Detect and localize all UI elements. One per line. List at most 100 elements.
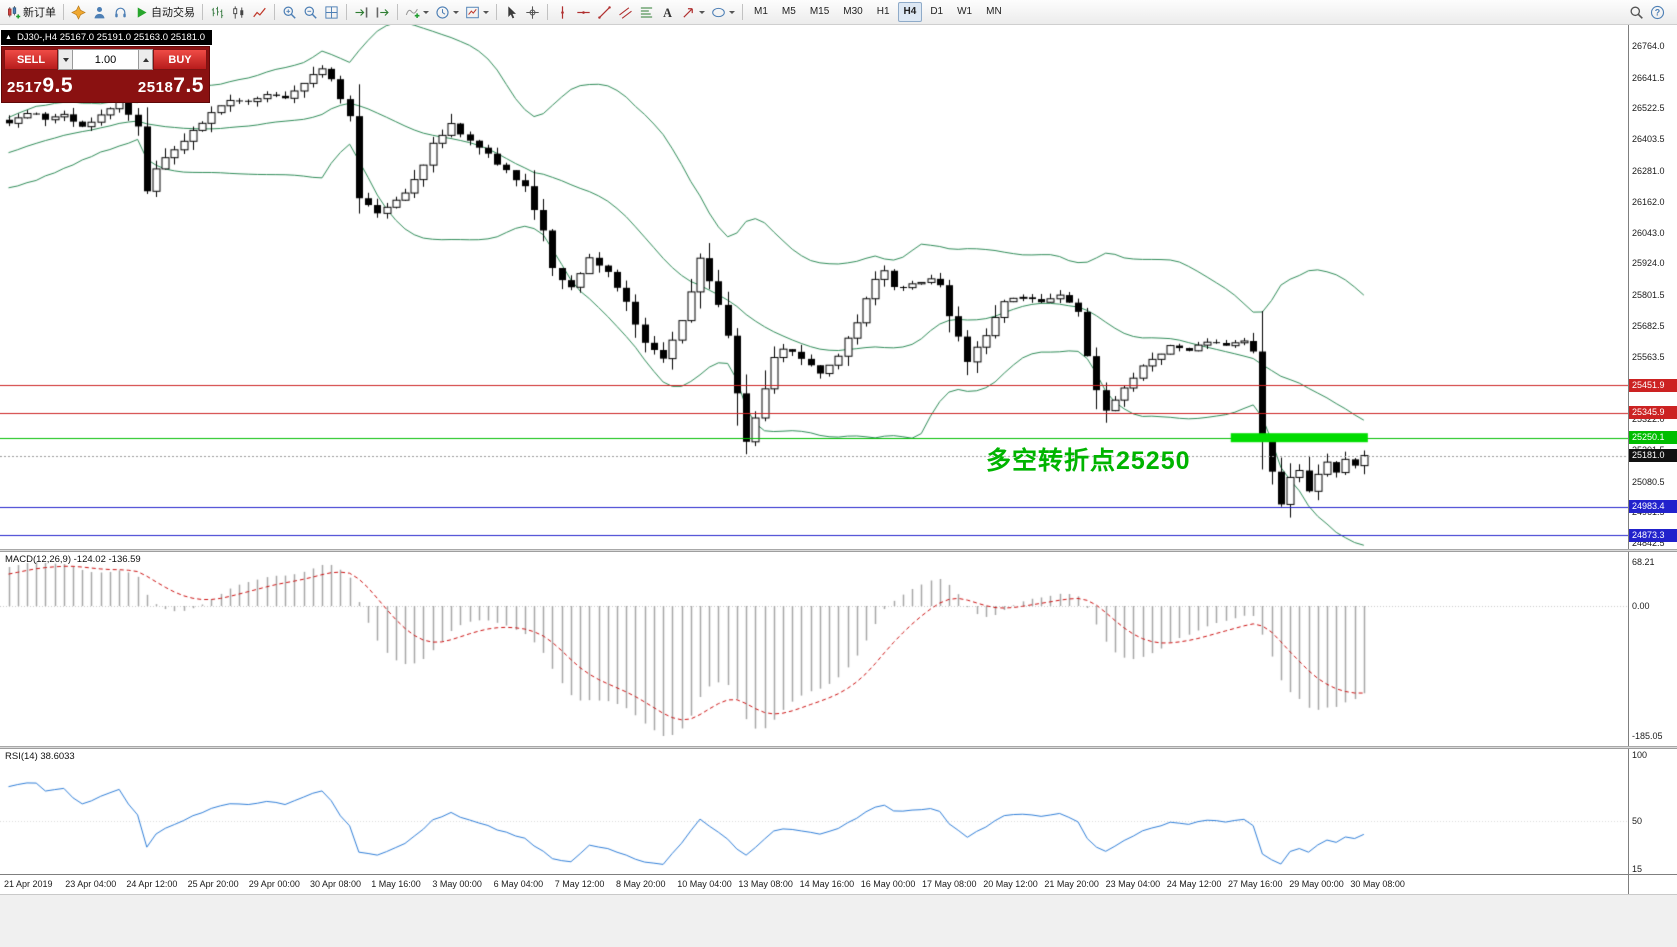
toolbar-separator [346, 4, 347, 20]
volume-increase-button[interactable] [138, 49, 153, 70]
zoom-out-icon [303, 5, 318, 20]
price-tick: 26162.0 [1632, 196, 1665, 207]
triangle-down-icon [62, 57, 69, 62]
time-label: 29 May 00:00 [1289, 879, 1344, 889]
time-label: 1 May 16:00 [371, 879, 421, 889]
line-chart-button[interactable] [249, 2, 270, 23]
indicator-plus-icon [405, 5, 420, 20]
crosshair-button[interactable] [522, 2, 543, 23]
candlestick-chart-button[interactable] [228, 2, 249, 23]
period-button[interactable] [432, 2, 462, 23]
toolbar-right-group: ? [1626, 2, 1674, 23]
pivot-line-label: 25250.1 [1629, 431, 1677, 445]
timeframe-m1[interactable]: M1 [748, 2, 774, 22]
template-button[interactable] [462, 2, 492, 23]
bar-chart-icon [210, 5, 225, 20]
cursor-icon [504, 5, 519, 20]
time-label: 20 May 12:00 [983, 879, 1038, 889]
clock-icon [435, 5, 450, 20]
auto-scroll-button[interactable] [351, 2, 372, 23]
volume-input[interactable] [73, 49, 138, 70]
rsi-tick: 50 [1632, 815, 1643, 826]
main-toolbar: 新订单 自动交易 A M1 M5 M15 M30 H1 H4 D1 W1 MN? [0, 0, 1677, 25]
text-label-button[interactable]: A [657, 2, 678, 23]
arrows-icon [681, 5, 696, 20]
auto-trading-button-label: 自动交易 [151, 7, 195, 19]
tile-windows-button[interactable] [321, 2, 342, 23]
chevron-down-icon [699, 10, 705, 14]
fibonacci-button[interactable] [636, 2, 657, 23]
time-axis[interactable]: 21 Apr 2019 23 Apr 04:00 24 Apr 12:00 25 Ap… [0, 874, 1628, 894]
timeframe-d1[interactable]: D1 [924, 2, 949, 22]
timeframe-h4[interactable]: H4 [897, 2, 923, 22]
buy-button[interactable]: BUY [153, 49, 207, 70]
mql5-community-button[interactable] [68, 2, 89, 23]
time-label: 6 May 04:00 [493, 879, 544, 889]
candlestick-chart[interactable] [0, 25, 1628, 549]
price-chart-panel: 26764.0 26641.5 26522.5 26403.5 26281.0 26162… [0, 25, 1677, 549]
equidistant-channel-button[interactable] [615, 2, 636, 23]
chart-shift-button[interactable] [372, 2, 393, 23]
support-button[interactable] [110, 2, 131, 23]
vertical-line-button[interactable] [552, 2, 573, 23]
timeframe-m5[interactable]: M5 [776, 2, 802, 22]
chevron-down-icon [423, 10, 429, 14]
price-tick: 26764.0 [1632, 40, 1665, 51]
symbol-ohlc-text: DJ30-,H4 25167.0 25191.0 25163.0 25181.0 [16, 32, 205, 43]
price-axis[interactable]: 26764.0 26641.5 26522.5 26403.5 26281.0 26162… [1628, 25, 1677, 549]
horizontal-line-icon [576, 5, 591, 20]
timeframe-m15[interactable]: M15 [804, 2, 835, 22]
indicators-button[interactable] [402, 2, 432, 23]
shapes-button[interactable] [708, 2, 738, 23]
arrow-objects-button[interactable] [678, 2, 708, 23]
zoom-out-button[interactable] [300, 2, 321, 23]
horizontal-line-button[interactable] [573, 2, 594, 23]
timeframe-m30[interactable]: M30 [837, 2, 868, 22]
account-button[interactable] [89, 2, 110, 23]
timeframe-h1[interactable]: H1 [871, 2, 896, 22]
resistance-line-2-label: 25345.9 [1629, 406, 1677, 420]
price-tick: 26641.5 [1632, 72, 1665, 83]
grid-icon [324, 5, 339, 20]
rsi-label: RSI(14) 38.6033 [5, 751, 75, 762]
time-label: 3 May 00:00 [432, 879, 482, 889]
buy-price: 25187.5 [137, 74, 204, 97]
panel-splitter[interactable] [0, 746, 1677, 749]
new-order-icon [6, 5, 21, 20]
channel-icon [618, 5, 633, 20]
new-order-button[interactable]: 新订单 [3, 2, 59, 23]
turning-point-annotation: 多空转折点25250 [986, 447, 1191, 475]
support-line-2-label: 24873.3 [1629, 528, 1677, 542]
macd-axis[interactable]: 68.21 0.00 -185.05 [1628, 552, 1677, 746]
bar-chart-button[interactable] [207, 2, 228, 23]
panel-splitter[interactable] [0, 549, 1677, 552]
current-price-label: 25181.0 [1629, 449, 1677, 463]
search-button[interactable] [1626, 2, 1647, 23]
time-label: 24 Apr 12:00 [126, 879, 178, 889]
svg-text:?: ? [1655, 7, 1660, 17]
price-tick: 24842.5 [1632, 538, 1665, 549]
shapes-icon [711, 5, 726, 20]
time-label: 17 May 08:00 [922, 879, 977, 889]
volume-decrease-button[interactable] [58, 49, 73, 70]
collapse-panel-icon[interactable]: ▲ [5, 33, 12, 41]
rsi-chart[interactable] [0, 749, 1628, 874]
price-tick: 26043.0 [1632, 227, 1665, 238]
new-order-button-label: 新订单 [23, 7, 56, 19]
toolbar-separator [742, 4, 743, 20]
timeframe-mn[interactable]: MN [980, 2, 1008, 22]
timeframe-w1[interactable]: W1 [951, 2, 978, 22]
macd-chart[interactable] [0, 552, 1628, 746]
time-label: 23 Apr 04:00 [65, 879, 117, 889]
rsi-panel: 100 50 15 RSI(14) 38.6033 [0, 749, 1677, 874]
question-icon: ? [1650, 5, 1665, 20]
zoom-in-button[interactable] [279, 2, 300, 23]
auto-trading-button[interactable]: 自动交易 [131, 2, 198, 23]
price-tick: 25080.5 [1632, 476, 1665, 487]
trendline-button[interactable] [594, 2, 615, 23]
help-button[interactable]: ? [1647, 2, 1668, 23]
play-icon [134, 5, 149, 20]
rsi-axis[interactable]: 100 50 15 [1628, 749, 1677, 874]
cursor-button[interactable] [501, 2, 522, 23]
sell-button[interactable]: SELL [4, 49, 58, 70]
